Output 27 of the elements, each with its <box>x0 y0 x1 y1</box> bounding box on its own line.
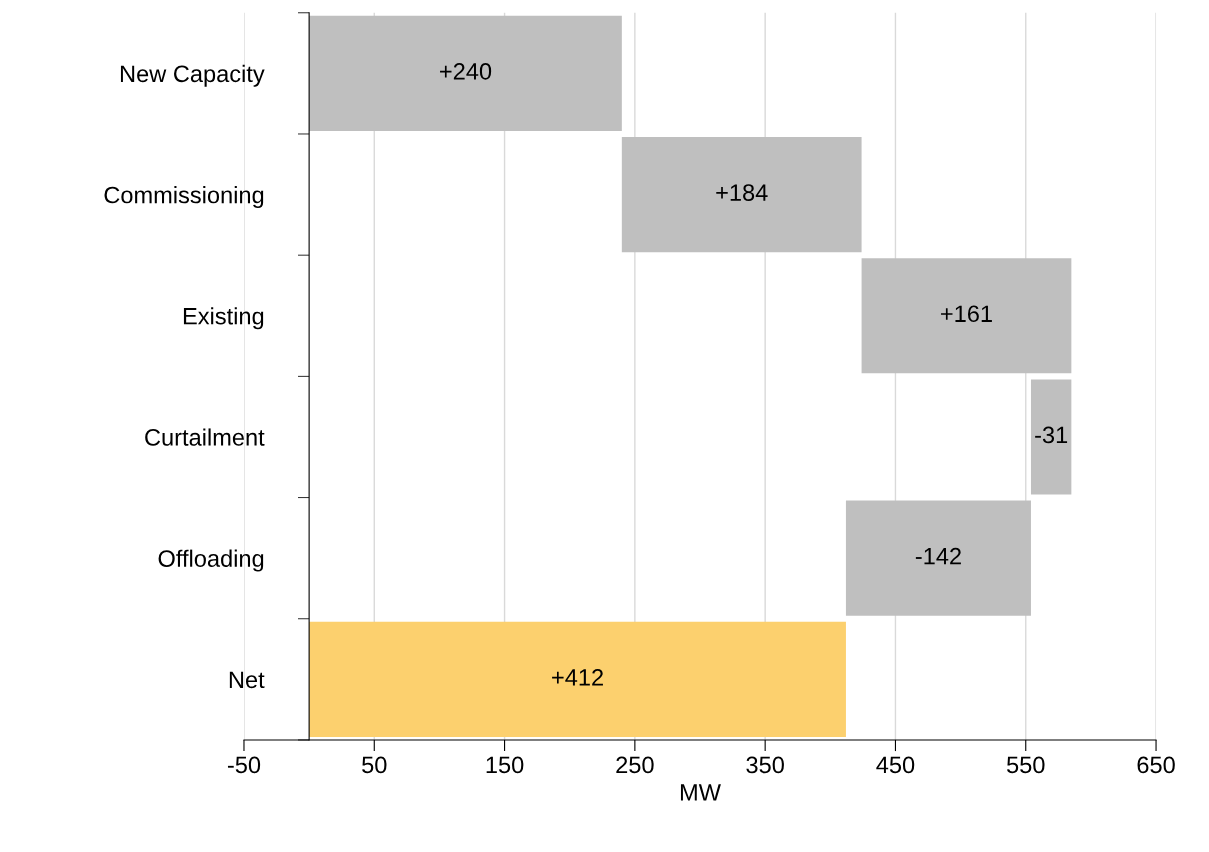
y-tick-label: New Capacity <box>120 64 265 87</box>
x-tick-label: 550 <box>1007 756 1045 774</box>
x-tick-label: 150 <box>486 756 524 774</box>
bar <box>845 500 1031 616</box>
bar <box>309 15 622 131</box>
bar <box>309 621 846 737</box>
x-tick-label: 450 <box>876 756 915 774</box>
data-label: -142 <box>915 547 961 565</box>
data-label: +161 <box>941 305 992 323</box>
bar <box>861 258 1072 374</box>
x-tick-label: 50 <box>362 756 387 774</box>
bar <box>621 137 862 253</box>
x-tick-label: 350 <box>746 756 784 774</box>
y-tick-label: Offloading <box>158 549 264 572</box>
data-label: +184 <box>716 184 768 201</box>
x-axis-title: MW <box>680 784 721 801</box>
data-label: +412 <box>552 668 603 686</box>
y-tick-label: Existing <box>183 307 264 330</box>
data-label: +240 <box>440 63 492 80</box>
y-tick-label: Commissioning <box>104 186 264 209</box>
data-label: -31 <box>1035 426 1068 444</box>
x-tick-label: 250 <box>616 756 654 774</box>
x-tick-label: 650 <box>1137 756 1175 774</box>
y-tick-label: Net <box>229 671 265 689</box>
y-tick-label: Curtailment <box>145 428 265 446</box>
bar <box>1030 379 1072 495</box>
x-tick-label: -50 <box>227 756 261 774</box>
